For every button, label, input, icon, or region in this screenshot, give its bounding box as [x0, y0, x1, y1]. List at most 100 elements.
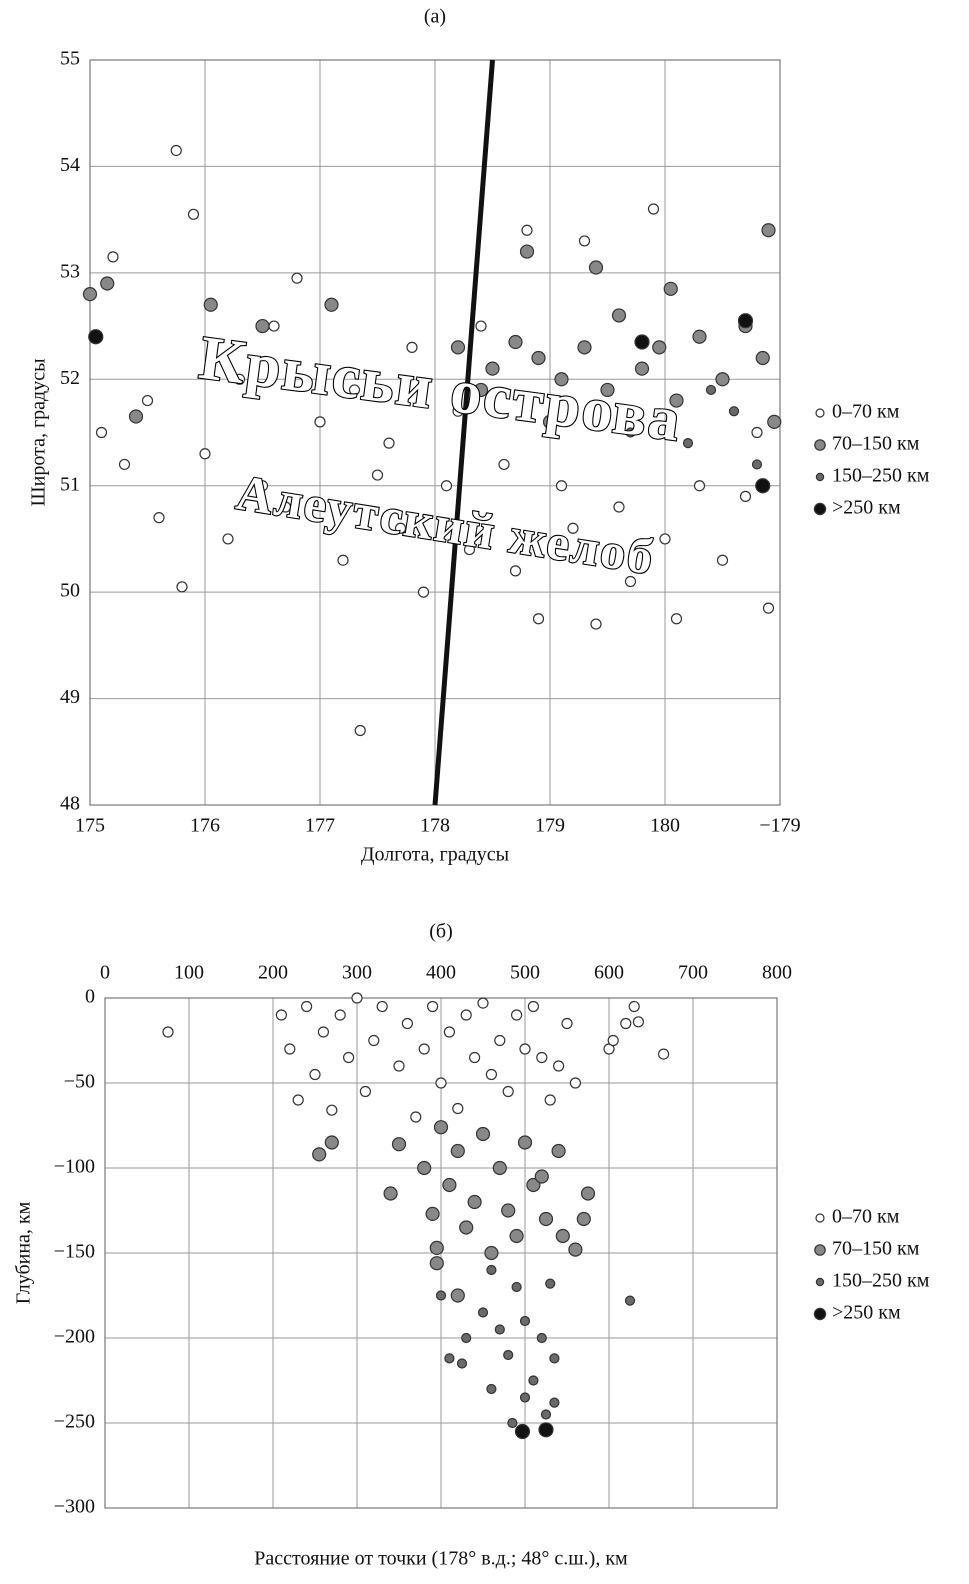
x-tick-label: 175 [75, 815, 105, 837]
x-tick-label: 500 [510, 962, 540, 984]
data-point [600, 382, 615, 398]
data-point [351, 992, 363, 1004]
data-point [435, 1290, 447, 1301]
y-tick-label: −100 [54, 1156, 95, 1178]
legend-label: 0–70 км [832, 401, 900, 423]
y-tick-label: 55 [60, 48, 80, 70]
data-point [279, 501, 292, 513]
legend-label: 0–70 км [832, 1206, 900, 1228]
data-point [498, 458, 510, 471]
data-point [401, 1017, 413, 1030]
data-point [492, 1160, 507, 1176]
y-tick-label: −300 [54, 1496, 95, 1518]
data-point [442, 1177, 457, 1193]
data-point [485, 1068, 497, 1081]
data-point [669, 393, 684, 408]
data-point [577, 340, 592, 355]
data-point [542, 414, 558, 429]
data-point [737, 313, 754, 329]
data-point [393, 1060, 405, 1072]
x-tick-label: 700 [678, 962, 708, 984]
data-point [337, 554, 349, 566]
data-point [715, 372, 730, 387]
x-axis-label: Расстояние от точки (178° в.д.; 48° с.ш.… [254, 1548, 628, 1570]
legend-marker [815, 472, 825, 482]
data-point [301, 1000, 313, 1013]
data-point [170, 144, 182, 157]
data-point [128, 409, 144, 424]
legend-marker [813, 1307, 827, 1321]
data-point [519, 1043, 531, 1055]
data-point [284, 1043, 296, 1055]
plot-frame [104, 997, 778, 1509]
data-point [100, 276, 115, 291]
data-point [176, 581, 188, 593]
chart-title: (б) [429, 921, 453, 943]
data-point [580, 1186, 596, 1201]
data-point [545, 1278, 556, 1289]
data-point [435, 1077, 447, 1089]
legend-marker [814, 1244, 826, 1256]
data-point [549, 1397, 560, 1408]
data-point [199, 448, 211, 460]
data-point [444, 1353, 455, 1364]
data-point [433, 1120, 449, 1135]
data-point [576, 1211, 591, 1227]
data-point [429, 1256, 444, 1271]
data-point [755, 478, 771, 494]
data-point [450, 340, 466, 355]
data-point [494, 1034, 506, 1047]
data-point [767, 414, 782, 429]
data-point [368, 1034, 380, 1047]
data-point [613, 501, 625, 513]
data-point [429, 1240, 444, 1256]
x-tick-label: 0 [100, 962, 110, 984]
data-point [391, 1137, 407, 1152]
data-point [450, 1143, 465, 1159]
data-point [728, 406, 740, 417]
data-point [751, 459, 763, 470]
data-point [417, 586, 430, 598]
data-point [324, 297, 339, 312]
data-point [440, 480, 453, 492]
data-point [383, 1186, 398, 1201]
data-point [519, 1392, 531, 1403]
data-point [486, 1383, 497, 1395]
data-point [292, 1094, 304, 1106]
data-point [82, 287, 98, 302]
data-point [141, 394, 154, 407]
data-point [519, 244, 535, 259]
data-point [659, 533, 671, 545]
x-tick-label: 180 [650, 815, 680, 837]
y-tick-label: −150 [54, 1241, 95, 1263]
y-tick-label: 54 [60, 154, 80, 176]
data-point [502, 1085, 514, 1098]
data-point [275, 1009, 287, 1021]
data-point [647, 203, 660, 215]
data-point [187, 208, 200, 220]
data-point [383, 437, 395, 449]
data-point [528, 1375, 539, 1386]
data-point [652, 340, 667, 355]
data-point [534, 1169, 549, 1184]
data-point [620, 1017, 632, 1030]
data-point [569, 1077, 582, 1089]
data-point [203, 297, 218, 312]
data-point [477, 1307, 489, 1318]
y-axis-label: Глубина, км [13, 1201, 35, 1304]
profile-line [432, 59, 495, 806]
data-point [417, 1160, 432, 1176]
data-point [376, 1000, 388, 1013]
data-point [692, 329, 707, 344]
y-tick-label: −250 [54, 1411, 95, 1433]
data-point [532, 613, 545, 625]
data-point [418, 1043, 430, 1055]
legend-marker [815, 1213, 825, 1223]
data-point [463, 543, 476, 556]
data-point [291, 272, 303, 284]
data-point [309, 1068, 321, 1081]
data-point [551, 1143, 566, 1159]
legend-marker [814, 439, 826, 451]
data-point [549, 1353, 560, 1364]
data-point [334, 1009, 346, 1021]
